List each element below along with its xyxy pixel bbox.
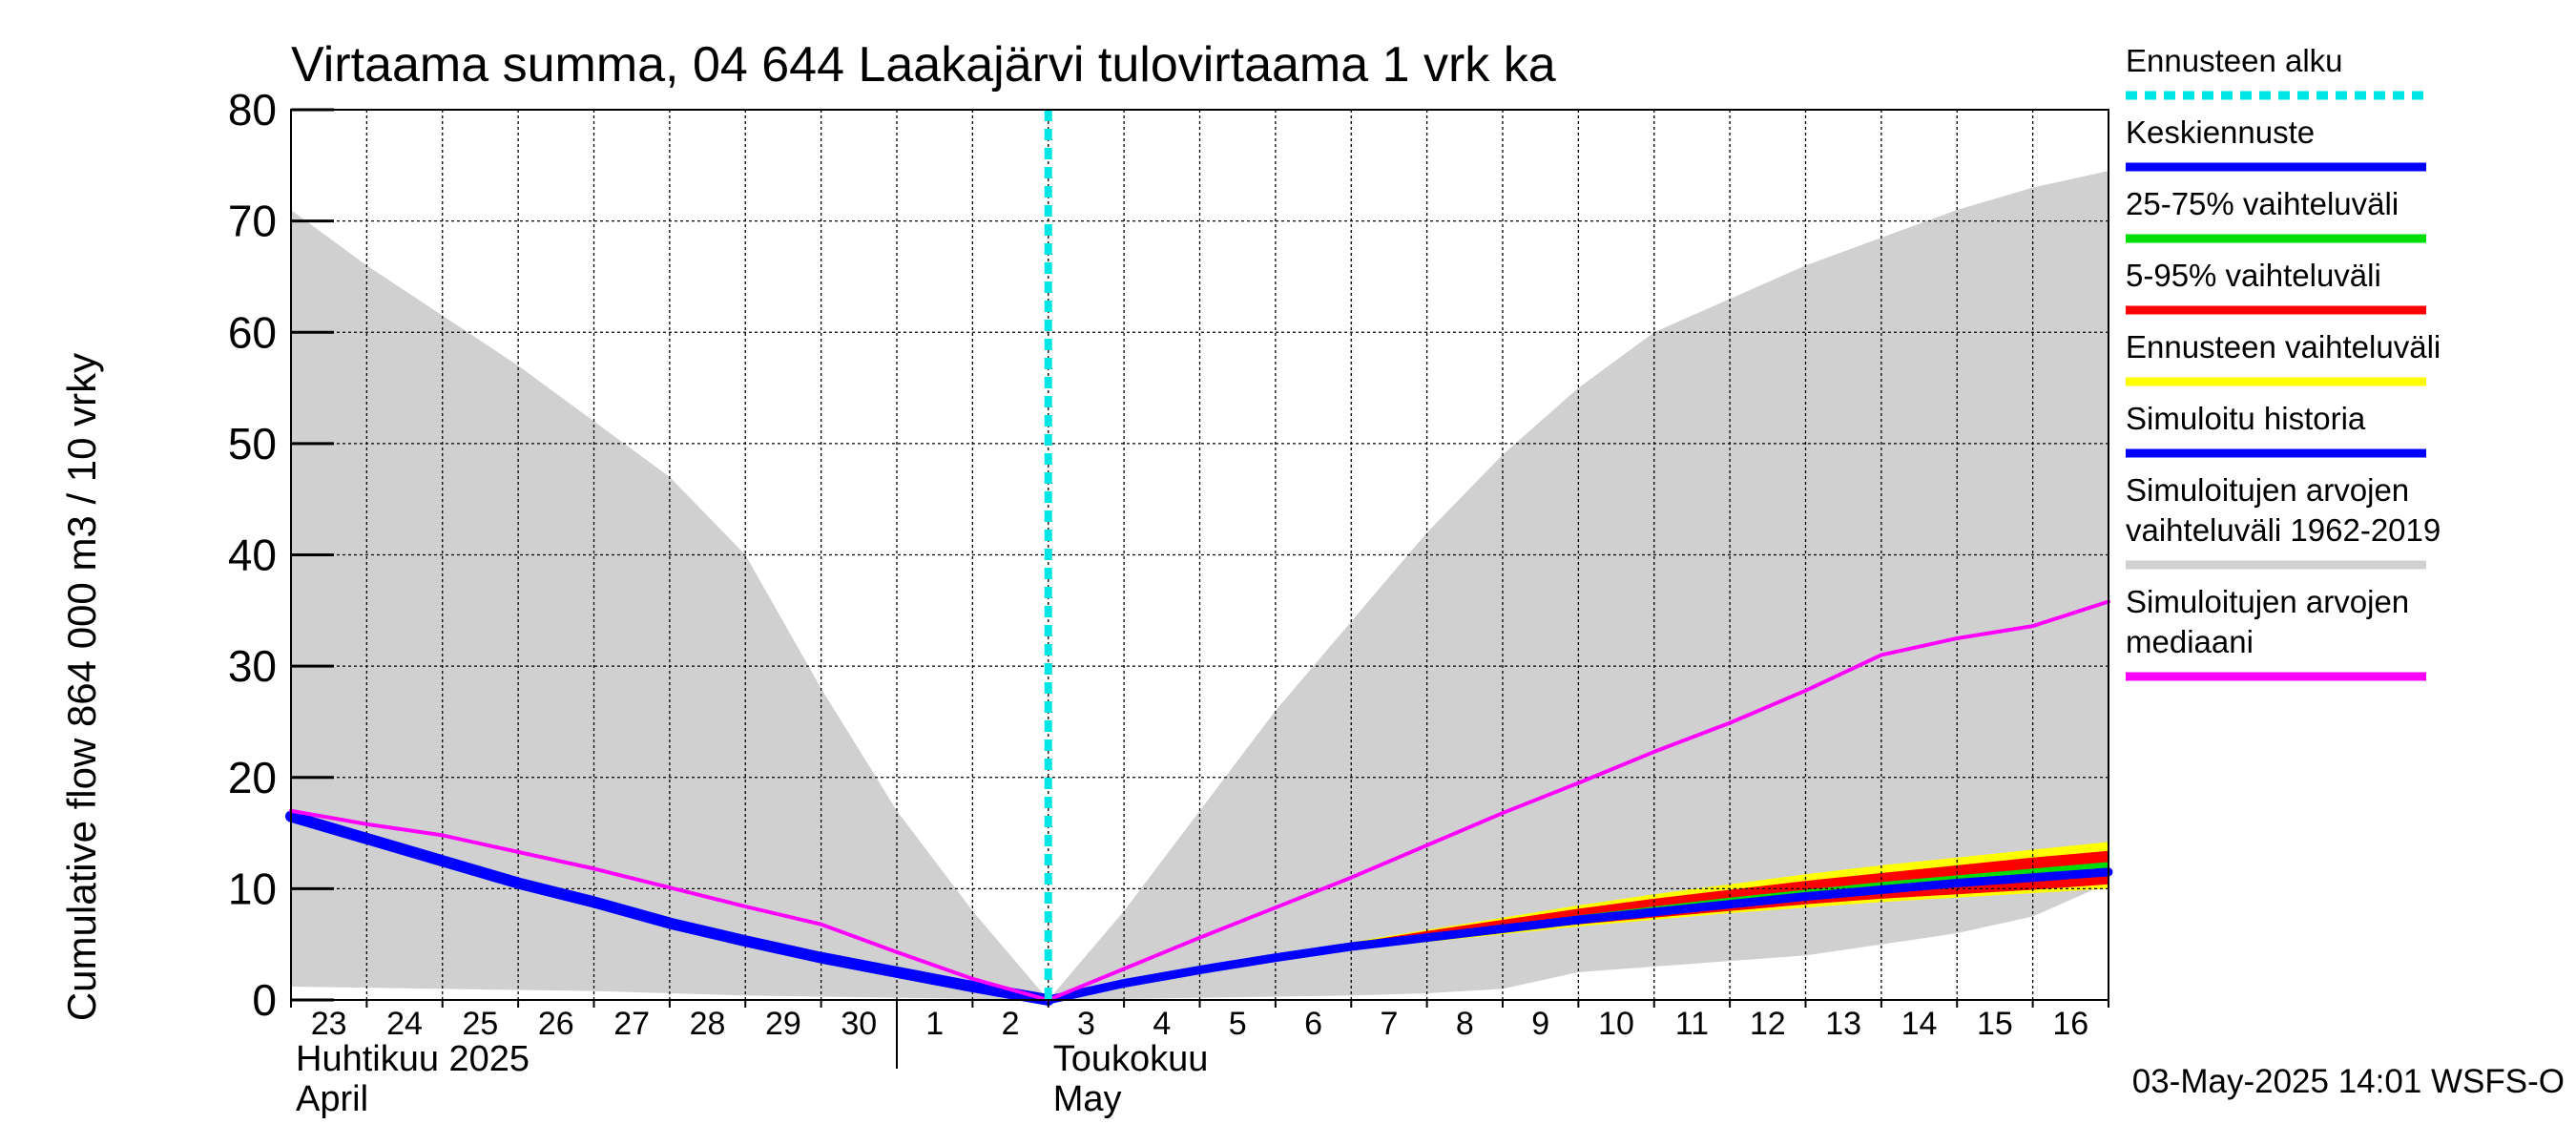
- x-tick-label: 28: [690, 1006, 726, 1042]
- y-tick-label: 60: [228, 307, 277, 357]
- month-label-line2: May: [1053, 1079, 1122, 1119]
- timestamp: 03-May-2025 14:01 WSFS-O: [2132, 1063, 2565, 1100]
- x-tick-label: 8: [1456, 1006, 1474, 1042]
- legend-label: mediaani: [2126, 624, 2254, 659]
- y-tick-label: 70: [228, 197, 277, 246]
- legend-label: Simuloitujen arvojen: [2126, 584, 2409, 619]
- x-tick-label: 23: [311, 1006, 347, 1042]
- legend-label: 25-75% vaihteluväli: [2126, 186, 2399, 221]
- x-tick-label: 25: [463, 1006, 499, 1042]
- x-tick-label: 15: [1977, 1006, 2013, 1042]
- legend-label: Ennusteen alku: [2126, 43, 2343, 78]
- x-tick-label: 3: [1077, 1006, 1095, 1042]
- x-tick-label: 5: [1229, 1006, 1247, 1042]
- y-tick-label: 20: [228, 753, 277, 802]
- month-label-line1: Toukokuu: [1053, 1039, 1209, 1079]
- series-simuloitu-historia: [285, 810, 1054, 1006]
- y-tick-label: 30: [228, 641, 277, 691]
- x-tick-label: 6: [1304, 1006, 1322, 1042]
- x-tick-label: 7: [1380, 1006, 1398, 1042]
- y-tick-label: 80: [228, 85, 277, 135]
- month-label-line1: Huhtikuu 2025: [296, 1039, 530, 1079]
- month-label-line2: April: [296, 1079, 368, 1119]
- x-tick-label: 13: [1825, 1006, 1861, 1042]
- y-tick-label: 10: [228, 864, 277, 913]
- x-tick-label: 16: [2052, 1006, 2088, 1042]
- series-keskiennuste: [1044, 867, 2113, 1005]
- x-tick-label: 2: [1002, 1006, 1020, 1042]
- series-simuloitujen-arvojen-mediaani: [289, 599, 2110, 1002]
- y-axis-label: Cumulative flow 864 000 m3 / 10 vrky: [59, 353, 104, 1021]
- legend-label: Ennusteen vaihteluväli: [2126, 329, 2441, 364]
- x-tick-label: 11: [1675, 1006, 1709, 1042]
- x-tick-label: 24: [386, 1006, 423, 1042]
- y-tick-label: 40: [228, 531, 277, 580]
- chart-title: Virtaama summa, 04 644 Laakajärvi tulovi…: [291, 37, 1556, 93]
- x-tick-label: 9: [1531, 1006, 1549, 1042]
- legend-label: vaihteluväli 1962-2019: [2126, 512, 2441, 548]
- x-tick-label: 27: [613, 1006, 650, 1042]
- legend-label: Simuloitujen arvojen: [2126, 472, 2409, 508]
- legend-label: Keskiennuste: [2126, 114, 2315, 150]
- y-tick-label: 50: [228, 419, 277, 468]
- x-tick-label: 12: [1750, 1006, 1786, 1042]
- legend-label: Simuloitu historia: [2126, 401, 2366, 436]
- line-layer: [285, 110, 2113, 1006]
- x-tick-label: 1: [925, 1006, 944, 1042]
- y-tick-label: 0: [252, 975, 277, 1025]
- x-tick-label: 4: [1153, 1006, 1171, 1042]
- legend-label: 5-95% vaihteluväli: [2126, 258, 2381, 293]
- x-tick-label: 10: [1598, 1006, 1634, 1042]
- x-tick-label: 29: [765, 1006, 801, 1042]
- legend: Ennusteen alku Keskiennuste 25-75% vaihtel…: [2126, 43, 2441, 681]
- x-tick-label: 14: [1901, 1006, 1938, 1042]
- x-tick-label: 30: [841, 1006, 877, 1042]
- x-tick-label: 26: [538, 1006, 574, 1042]
